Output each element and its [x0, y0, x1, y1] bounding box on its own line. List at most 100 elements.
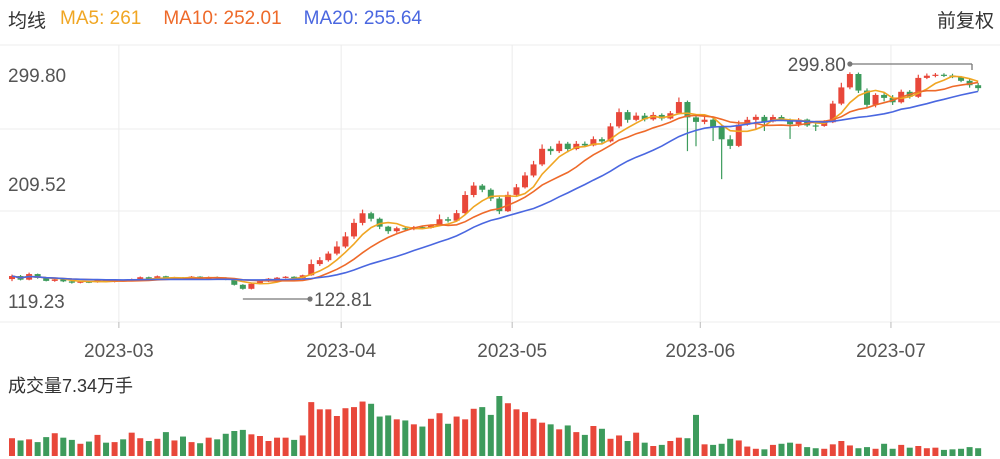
candle-body [77, 281, 84, 283]
volume-bar [958, 448, 965, 456]
volume-bar [846, 445, 853, 456]
max-marker-dot [847, 61, 853, 67]
volume-bar [864, 447, 870, 456]
candle-body [154, 276, 161, 279]
volume-bar [239, 429, 246, 456]
annotations: 299.80 122.81 119.23 [8, 55, 973, 313]
volume-bar [231, 431, 238, 456]
min-marker-dot [307, 296, 313, 302]
volume-bar [795, 443, 802, 456]
volume-bar [778, 443, 785, 456]
candle-body [51, 279, 58, 281]
volume-bar [68, 439, 75, 456]
volume-bar [180, 436, 186, 456]
candle-body [658, 114, 665, 119]
candle-body [693, 117, 699, 122]
volume-bar [453, 416, 460, 456]
volume-bar [966, 447, 973, 456]
volume-bar [325, 409, 332, 456]
volume-bar [26, 439, 33, 456]
candle-body [248, 283, 255, 289]
candle-body [641, 115, 648, 120]
candle-body [393, 228, 400, 232]
x-tick-label: 2023-07 [856, 341, 926, 362]
candle-body [427, 225, 434, 228]
volume-bar [624, 441, 631, 456]
candle-body [812, 125, 819, 127]
candle-body [479, 185, 486, 190]
candle-body [325, 253, 332, 261]
volume-bar [17, 440, 24, 456]
volume-bar [427, 418, 434, 456]
candle-body [487, 189, 494, 199]
candle-body [804, 119, 811, 126]
volume-bar [291, 439, 298, 456]
candle-body [342, 236, 349, 247]
candle-body [633, 115, 640, 120]
candle-body [539, 148, 546, 165]
candle-body [351, 222, 357, 237]
candle-body [359, 213, 366, 223]
volume-bar [915, 446, 922, 456]
volume-bars [9, 396, 982, 456]
volume-bar [881, 443, 888, 456]
volume-bar [607, 438, 614, 456]
volume-bar [60, 437, 67, 456]
candle-body [881, 94, 888, 98]
volume-bar [590, 426, 597, 456]
volume-bar [573, 432, 580, 456]
volume-bar [598, 428, 605, 456]
volume-bar [898, 444, 905, 456]
volume-bar [564, 425, 571, 456]
candle-body [496, 198, 503, 212]
volume-bar [94, 434, 101, 456]
candle-body [855, 74, 862, 91]
volume-bar [829, 444, 836, 456]
volume-bar [872, 448, 879, 456]
candle-body [513, 187, 520, 195]
volume-bar [145, 441, 152, 456]
volume-bar [470, 408, 477, 456]
volume-bar [85, 441, 92, 456]
candle-body [616, 112, 623, 127]
ma5-line [11, 75, 979, 285]
candle-body [923, 75, 930, 78]
candle-body [9, 276, 15, 280]
candle-body [470, 185, 477, 195]
candle-body [846, 74, 853, 88]
min-label: 122.81 [314, 290, 372, 311]
low-value-label: 119.23 [8, 292, 65, 313]
volume-bar [889, 448, 896, 456]
volume-bar [359, 401, 366, 456]
candle-body [932, 74, 939, 76]
volume-bar [821, 448, 828, 456]
volume-bar [34, 442, 41, 456]
candle-body [684, 102, 691, 118]
candle-body [872, 94, 879, 105]
volume-bar [445, 423, 452, 456]
volume-bar [154, 438, 161, 456]
grid-lines [0, 44, 1000, 323]
volume-bar [51, 433, 58, 456]
volume-bar [710, 444, 717, 456]
volume-bar [633, 432, 640, 456]
x-tick-label: 2023-03 [84, 341, 154, 362]
volume-bar [368, 403, 375, 456]
candle-body [274, 277, 281, 279]
volume-bar [103, 442, 110, 456]
volume-bar [308, 402, 315, 456]
volume-bar [547, 424, 554, 456]
candle-body [752, 116, 759, 120]
candle-body [624, 112, 631, 120]
volume-bar [256, 436, 263, 456]
candle-body [419, 227, 426, 229]
volume-bar [299, 435, 306, 456]
candle-body [581, 143, 588, 146]
volume-bar [838, 441, 845, 456]
volume-bar [376, 416, 383, 456]
volume-bar [436, 413, 443, 456]
volume-bar [479, 407, 486, 456]
volume-bar [111, 442, 118, 456]
candle-body [701, 119, 708, 122]
adjust-mode-button[interactable]: 前复权 [936, 10, 994, 32]
